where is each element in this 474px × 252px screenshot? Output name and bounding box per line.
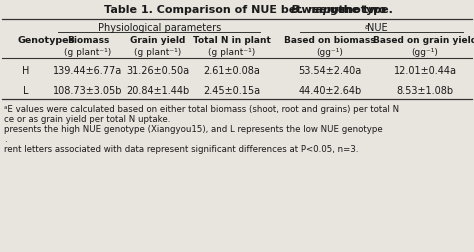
Text: presents the high NUE genotype (Xiangyou15), and L represents the low NUE genoty: presents the high NUE genotype (Xiangyou… xyxy=(4,124,383,134)
Text: Genotypes: Genotypes xyxy=(18,36,75,45)
Text: H: H xyxy=(22,66,30,76)
Text: 44.40±2.64b: 44.40±2.64b xyxy=(298,86,362,96)
Text: .: . xyxy=(4,135,7,143)
Text: (gg⁻¹): (gg⁻¹) xyxy=(317,48,344,57)
Text: (g plant⁻¹): (g plant⁻¹) xyxy=(209,48,255,57)
Text: Based on biomass: Based on biomass xyxy=(284,36,376,45)
Text: rent letters associated with data represent significant differences at P<0.05, n: rent letters associated with data repres… xyxy=(4,144,358,153)
Text: Total N in plant: Total N in plant xyxy=(193,36,271,45)
Text: 53.54±2.40a: 53.54±2.40a xyxy=(298,66,362,76)
Text: 108.73±3.05b: 108.73±3.05b xyxy=(53,86,123,96)
Text: (g plant⁻¹): (g plant⁻¹) xyxy=(134,48,182,57)
Text: 20.84±1.44b: 20.84±1.44b xyxy=(127,86,190,96)
Text: Based on grain yield: Based on grain yield xyxy=(373,36,474,45)
Text: (g plant⁻¹): (g plant⁻¹) xyxy=(64,48,111,57)
Text: Physiological parameters: Physiological parameters xyxy=(99,23,222,33)
Text: 2.61±0.08a: 2.61±0.08a xyxy=(203,66,260,76)
Text: ᵃE values were calculated based on either total biomass (shoot, root and grains): ᵃE values were calculated based on eithe… xyxy=(4,105,399,114)
Text: B. napus: B. napus xyxy=(292,5,346,15)
Text: a: a xyxy=(365,23,369,29)
Text: NUE: NUE xyxy=(367,23,388,33)
Text: (gg⁻¹): (gg⁻¹) xyxy=(411,48,438,57)
Text: Table 1. Comparison of NUE between the two: Table 1. Comparison of NUE between the t… xyxy=(104,5,390,15)
Text: ce or as grain yield per total N uptake.: ce or as grain yield per total N uptake. xyxy=(4,115,170,123)
Text: 2.45±0.15a: 2.45±0.15a xyxy=(203,86,261,96)
Text: genotype.: genotype. xyxy=(326,5,393,15)
Text: 139.44±6.77a: 139.44±6.77a xyxy=(54,66,123,76)
Text: 8.53±1.08b: 8.53±1.08b xyxy=(396,86,454,96)
Text: Biomass: Biomass xyxy=(67,36,109,45)
Text: 12.01±0.44a: 12.01±0.44a xyxy=(393,66,456,76)
Text: 31.26±0.50a: 31.26±0.50a xyxy=(127,66,190,76)
Text: Grain yield: Grain yield xyxy=(130,36,186,45)
Text: L: L xyxy=(23,86,29,96)
